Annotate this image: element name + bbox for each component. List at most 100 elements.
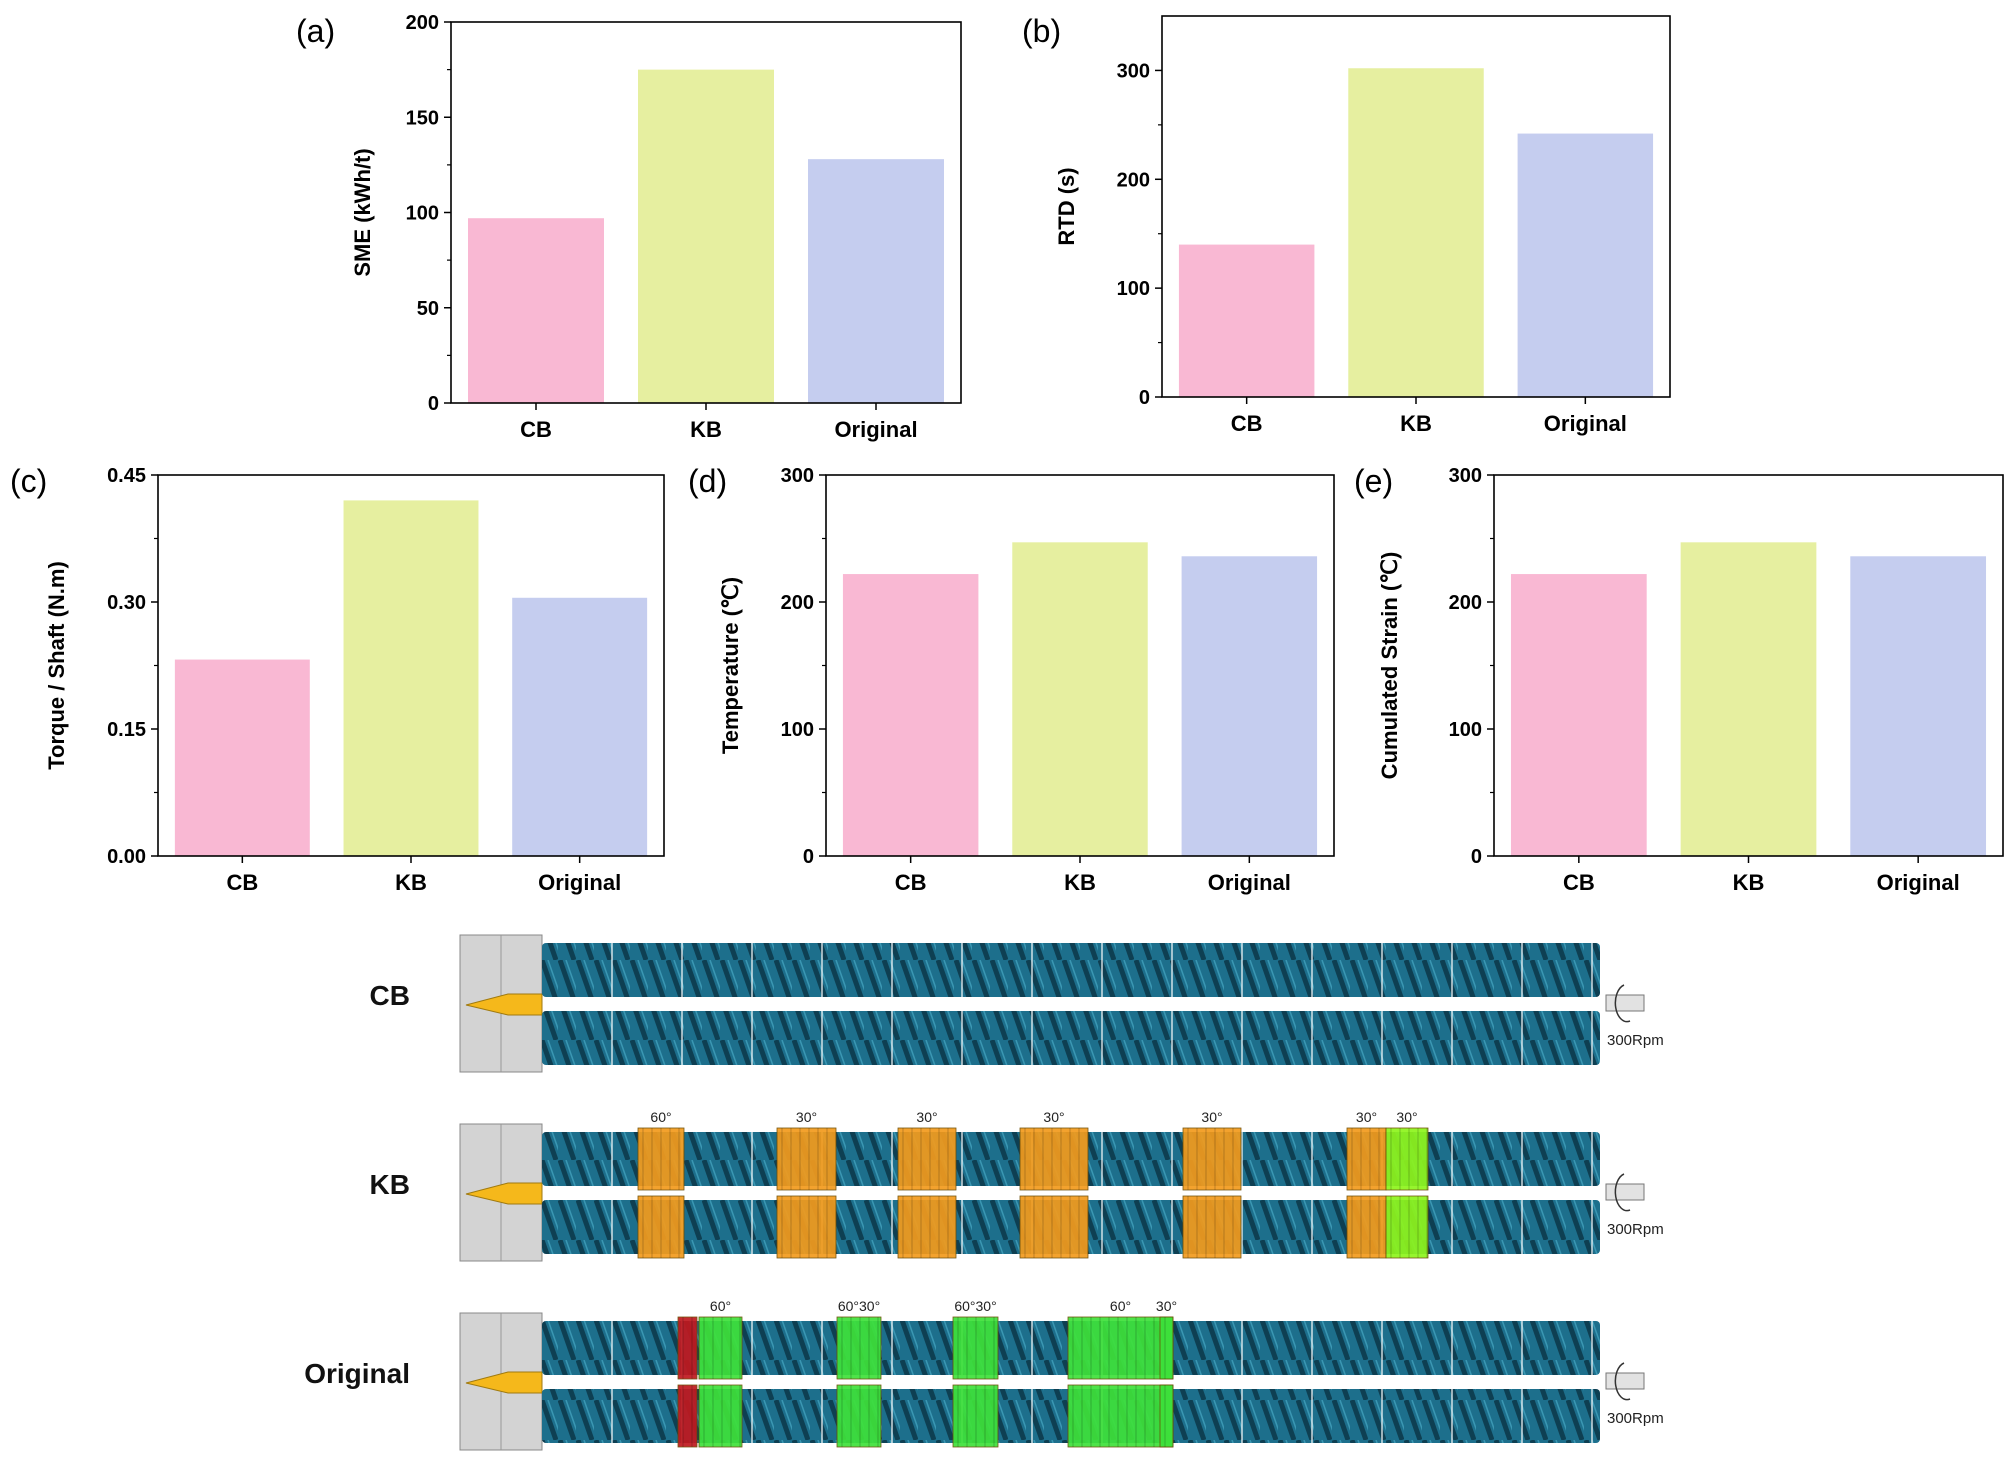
y-axis-title: RTD (s) [1054, 167, 1079, 245]
x-tick-label-original: Original [538, 870, 621, 895]
y-tick-label: 100 [1449, 719, 1482, 741]
y-tick-label: 0.15 [107, 719, 146, 741]
drive-shaft [1605, 994, 1645, 1012]
bar-original [1850, 556, 1987, 856]
kneading-block [1346, 1195, 1387, 1259]
kneading-block [698, 1384, 743, 1448]
chart-panel-e: CB KB Original 0 100 200 300 Cumulated Strain (… [1354, 463, 2004, 895]
y-tick-label: 300 [1117, 60, 1150, 82]
drive-shaft [1605, 1372, 1645, 1390]
drive-shaft [1605, 1183, 1645, 1201]
screw-diagram-kb: 60° 30° 30° 30° 30° 30° 30° 300Rpm [459, 1109, 1664, 1262]
stagger-angle-label: 60° [650, 1109, 671, 1125]
y-tick-label: 150 [406, 107, 439, 129]
bar-cb [174, 659, 310, 856]
conveying-elements [542, 1011, 1600, 1065]
panel-label: (a) [296, 13, 335, 49]
y-axis-title: Torque / Shaft (N.m) [44, 561, 69, 770]
x-tick-label-kb: KB [1400, 411, 1432, 436]
x-tick-label-original: Original [1544, 411, 1627, 436]
bar-cb [1510, 574, 1647, 856]
y-tick-label: 200 [1449, 592, 1482, 614]
kneading-block [698, 1316, 743, 1380]
chart-panel-b: CB KB Original 0 100 200 300 RTD (s) (b) [1022, 13, 1671, 436]
stagger-angle-label: 30° [916, 1109, 937, 1125]
stagger-angle-label: 30° [796, 1109, 817, 1125]
kneading-block [1019, 1195, 1089, 1259]
stagger-angle-label: 30° [1356, 1109, 1377, 1125]
bar-original [512, 597, 648, 856]
conveying-elements [542, 943, 1600, 997]
kneading-block [776, 1195, 837, 1259]
panel-label: (e) [1354, 463, 1393, 499]
bar-cb [842, 574, 979, 856]
kneading-block [1182, 1127, 1242, 1191]
y-tick-label: 100 [406, 203, 439, 225]
y-tick-label: 300 [1449, 465, 1482, 487]
kneading-block [1346, 1127, 1387, 1191]
rpm-label: 300Rpm [1607, 1221, 1664, 1238]
y-tick-label: 300 [781, 465, 814, 487]
rpm-label: 300Rpm [1607, 1032, 1664, 1049]
kneading-block [776, 1127, 837, 1191]
panel-label: (d) [688, 463, 727, 499]
screw-label-original: Original [304, 1358, 410, 1389]
y-axis-title: Temperature (℃) [718, 577, 743, 754]
y-tick-label: 0 [1471, 846, 1482, 868]
chart-panel-a: CB KB Original 0 50 100 150 200 SME (kWh/t) (a) [296, 12, 962, 442]
y-tick-label: 200 [406, 12, 439, 34]
x-tick-label-kb: KB [690, 417, 722, 442]
x-tick-label-kb: KB [1064, 870, 1096, 895]
x-tick-label-cb: CB [1563, 870, 1595, 895]
kneading-block [836, 1316, 882, 1380]
stagger-angle-label: 30° [1201, 1109, 1222, 1125]
kneading-block [1019, 1127, 1089, 1191]
y-tick-label: 0.00 [107, 846, 146, 868]
bar-cb [1178, 244, 1315, 397]
x-tick-label-cb: CB [1231, 411, 1263, 436]
bar-kb [1012, 542, 1148, 856]
nozzle [465, 1371, 543, 1394]
plot-frame [1161, 15, 1671, 398]
kneading-block [952, 1316, 999, 1380]
kneading-block [1159, 1316, 1174, 1380]
bar-original [1517, 133, 1654, 397]
y-tick-label: 100 [1117, 278, 1150, 300]
kneading-block [637, 1195, 685, 1259]
screw-label-kb: KB [369, 1169, 410, 1200]
kneading-block [1067, 1384, 1174, 1448]
x-tick-label-kb: KB [1733, 870, 1765, 895]
x-tick-label-cb: CB [226, 870, 258, 895]
screw-shaft-lower [542, 1195, 1600, 1259]
y-tick-label: 0 [428, 393, 439, 415]
screw-shaft-upper [542, 1127, 1600, 1191]
x-tick-label-cb: CB [895, 870, 927, 895]
nozzle [465, 1182, 543, 1205]
kneading-block [637, 1127, 685, 1191]
stagger-angle-label: 60°30° [954, 1298, 996, 1314]
x-tick-label-kb: KB [395, 870, 427, 895]
rotation-arrow-icon [1614, 1173, 1631, 1212]
y-tick-label: 0 [1139, 387, 1150, 409]
rotation-arrow-icon [1614, 984, 1631, 1023]
x-tick-label-original: Original [1208, 870, 1291, 895]
kneading-block [677, 1316, 698, 1380]
bar-kb [343, 500, 479, 856]
panel-label: (b) [1022, 13, 1061, 49]
screw-shaft-upper [542, 1316, 1600, 1380]
bar-original [1181, 556, 1318, 856]
kneading-block [836, 1384, 882, 1448]
y-axis-title: SME (kWh/t) [350, 148, 375, 276]
y-tick-label: 0.30 [107, 592, 146, 614]
kneading-block [897, 1127, 957, 1191]
stagger-angle-label: 30° [1043, 1109, 1064, 1125]
y-tick-label: 100 [781, 719, 814, 741]
kneading-block [1159, 1384, 1174, 1448]
y-tick-label: 200 [1117, 169, 1150, 191]
rotation-arrow-icon [1614, 1362, 1631, 1401]
screw-shaft-upper [542, 943, 1600, 997]
bar-kb [1348, 68, 1484, 397]
stagger-angle-label: 30° [1156, 1298, 1177, 1314]
kneading-block [952, 1384, 999, 1448]
panel-label: (c) [10, 463, 47, 499]
